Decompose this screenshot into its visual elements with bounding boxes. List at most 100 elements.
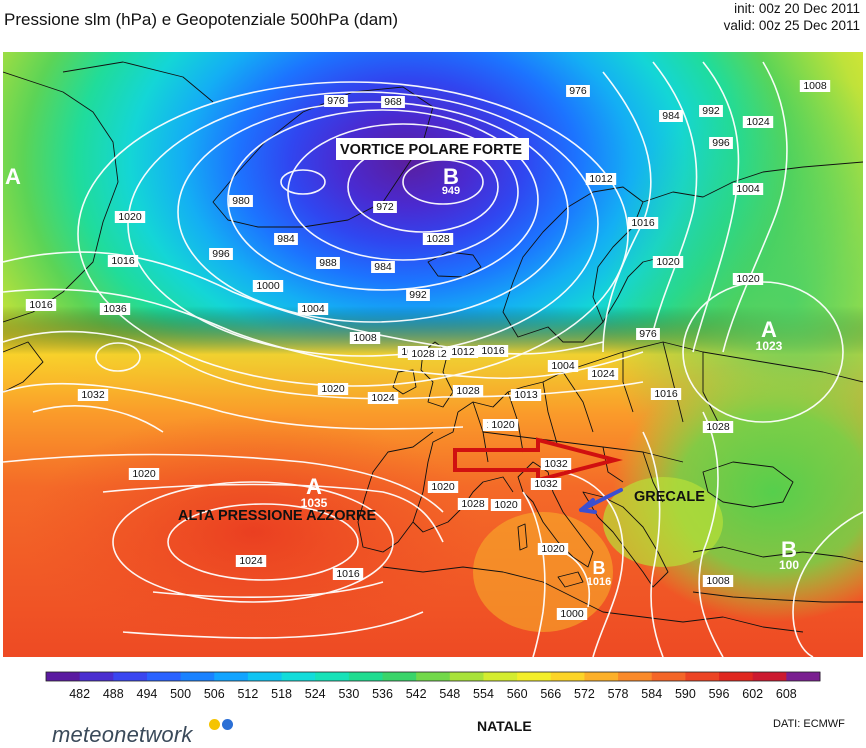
isobar-label-bg xyxy=(324,95,348,107)
colorbar-tick: 518 xyxy=(271,687,292,701)
colorbar-swatch xyxy=(416,672,451,681)
isobar-label-bg xyxy=(636,328,660,340)
isobar-label-bg xyxy=(427,481,459,493)
isobar-label: 1008 xyxy=(803,80,827,92)
colorbar-tick: 506 xyxy=(204,687,225,701)
isobar-label: 1016 xyxy=(631,217,655,229)
isobar-label-bg xyxy=(530,478,562,490)
isobar-label-bg xyxy=(510,389,542,401)
colorbar-swatch xyxy=(517,672,552,681)
isobar-label: 1024 xyxy=(371,392,395,404)
isobar-label: 1028 xyxy=(426,233,450,245)
logo-dot-blue xyxy=(222,719,233,730)
isobar-label: 992 xyxy=(409,289,427,301)
colorbar-swatch xyxy=(348,672,384,681)
colorbar-tick: 584 xyxy=(641,687,662,701)
colorbar-swatch xyxy=(214,672,249,681)
colorbar-tick: 608 xyxy=(776,687,797,701)
colorbar-tick: 596 xyxy=(709,687,730,701)
isobar-label-bg xyxy=(699,105,723,117)
weather-map: 976 968 976 972 980 984 988 984 992 996 1000 1004 10… xyxy=(3,52,863,657)
isobar-label-bg xyxy=(585,173,617,185)
isobar-label: 968 xyxy=(384,96,402,108)
blue-grecale-arrow xyxy=(579,488,623,514)
isobar-label: 1004 xyxy=(736,183,760,195)
map-annotations: VORTICE POLARE FORTE ALTA PRESSIONE AZZO… xyxy=(178,138,705,524)
colorbar-tick: 560 xyxy=(507,687,528,701)
valid-time: valid: 00z 25 Dec 2011 xyxy=(723,18,860,33)
isobar-label: 1020 xyxy=(656,256,680,268)
isobar-label-bg xyxy=(99,303,131,315)
colorbar-tick: 494 xyxy=(137,687,158,701)
isobar-label-bg xyxy=(799,80,831,92)
data-source: DATI: ECMWF xyxy=(773,718,845,730)
isobar-label-bg xyxy=(367,392,399,404)
colorbar-swatch xyxy=(315,672,350,681)
colorbar-swatch xyxy=(786,672,821,681)
isobar-label: 1020 xyxy=(132,468,156,480)
colorbar-tick: 536 xyxy=(372,687,393,701)
isobar-label-bg xyxy=(128,468,160,480)
isobar-label: 1000 xyxy=(256,280,280,292)
isobar-label-bg xyxy=(297,303,329,315)
isobar-label-bg xyxy=(316,257,340,269)
center-letter: A xyxy=(5,164,21,189)
colorbar-swatches xyxy=(45,671,821,682)
isobar-label: 1008 xyxy=(706,575,730,587)
center-letter: B xyxy=(781,537,797,562)
colorbar-tick: 500 xyxy=(170,687,191,701)
colorbar-ticks: 482 488 494 500 506 512 518 524 530 536 542 548 554 5… xyxy=(69,687,797,701)
isobar-label: 984 xyxy=(277,233,295,245)
isobar-label: 1028 xyxy=(706,421,730,433)
isobar-label: 984 xyxy=(374,261,392,273)
isobar-label-bg xyxy=(659,110,683,122)
colorbar-tick: 566 xyxy=(540,687,561,701)
center-letter: A xyxy=(761,317,777,342)
colorbar-swatch xyxy=(685,672,720,681)
footer-label: NATALE xyxy=(477,718,532,734)
isobar-label: 1012 xyxy=(451,346,475,358)
isobar-label: 1013 xyxy=(514,389,538,401)
isobar-label-bg xyxy=(229,195,253,207)
colorbar-swatch xyxy=(382,672,417,681)
isobar-label: 1012 xyxy=(589,173,613,185)
isobar-label-bg xyxy=(407,348,439,360)
isobar-label: 1020 xyxy=(321,383,345,395)
isobar-label-bg xyxy=(107,255,139,267)
isobar-label: 1024 xyxy=(239,555,263,567)
isobar-label: 1020 xyxy=(431,481,455,493)
isobar-label-bg xyxy=(447,346,479,358)
isobar-label-bg xyxy=(627,217,659,229)
colorbar-swatch xyxy=(584,672,619,681)
isobar-label-bg xyxy=(274,233,298,245)
center-value: 1016 xyxy=(587,576,611,588)
isobar-label: 1020 xyxy=(736,273,760,285)
isobar-label: 1016 xyxy=(29,299,53,311)
colorbar-tick: 572 xyxy=(574,687,595,701)
isobar-label: 976 xyxy=(327,95,345,107)
pressure-centers: A B 949 A 1023 A 1035 B 100 B 1016 xyxy=(5,164,799,588)
colorbar-tick: 524 xyxy=(305,687,326,701)
isobar-label: 1024 xyxy=(746,116,770,128)
colorbar-tick: 602 xyxy=(742,687,763,701)
isobar-label-bg xyxy=(487,419,519,431)
colorbar-swatch xyxy=(180,672,215,681)
red-flow-arrow xyxy=(453,437,623,483)
colorbar-tick: 530 xyxy=(338,687,359,701)
meteonetwork-logo: meteonetwork xyxy=(52,722,193,747)
isobar-label-bg xyxy=(114,211,146,223)
isobar-labels: 976 968 976 972 980 984 988 984 992 996 1000 1004 10… xyxy=(25,80,831,620)
isobar-label: 996 xyxy=(212,248,230,260)
center-value: 949 xyxy=(442,185,460,197)
isobar-label: 984 xyxy=(662,110,680,122)
isobar-label-bg xyxy=(349,332,381,344)
isobar-label-bg xyxy=(332,568,364,580)
isobar-label-bg xyxy=(235,555,267,567)
azores-high-label: ALTA PRESSIONE AZZORRE xyxy=(178,508,377,524)
colorbar-tick: 590 xyxy=(675,687,696,701)
isobar-label: 1024 xyxy=(591,368,615,380)
isobar-label: 972 xyxy=(376,201,394,213)
init-time: init: 00z 20 Dec 2011 xyxy=(734,1,860,16)
isobar-label: 1004 xyxy=(551,360,575,372)
isobar-label-bg xyxy=(209,248,233,260)
